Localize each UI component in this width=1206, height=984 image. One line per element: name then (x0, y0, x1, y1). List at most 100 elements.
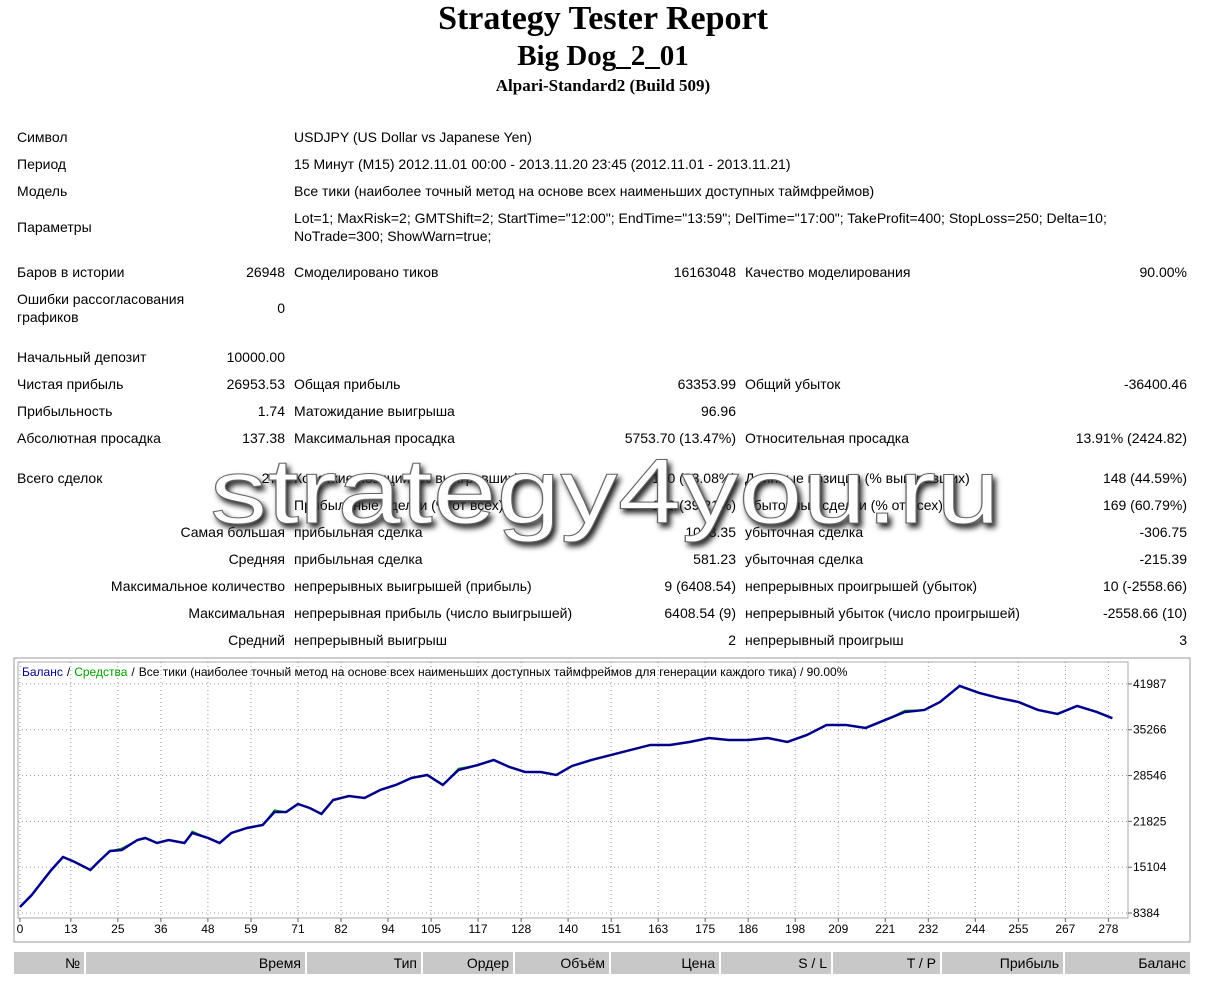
stat-label: Максимальное количество (110, 578, 285, 594)
stat-value: 581.23 (693, 551, 736, 567)
info-value: USDJPY (US Dollar vs Japanese Yen) (294, 129, 532, 145)
y-tick-label: 15104 (1133, 860, 1167, 874)
stat-label: убыточная сделка (745, 524, 864, 540)
x-tick-label: 117 (468, 922, 487, 936)
stat-label: Максимальная просадка (294, 430, 455, 446)
stat-value: 148 (44.59%) (1102, 470, 1187, 486)
stat-label: Ошибки рассогласования графиков (17, 291, 185, 325)
x-tick-label: 278 (1098, 922, 1118, 936)
stat-value: 26948 (246, 264, 285, 280)
stat-label: Средний (228, 632, 285, 648)
x-tick-label: 244 (965, 922, 985, 936)
stat-label: прибыльная сделка (294, 524, 423, 540)
x-tick-label: 186 (738, 922, 758, 936)
x-tick-label: 82 (334, 922, 348, 936)
stat-label: непрерывная прибыль (число выигрышей) (294, 605, 573, 621)
y-tick-label: 28546 (1133, 769, 1167, 783)
x-tick-label: 48 (201, 922, 215, 936)
stat-label: непрерывный проигрыш (745, 632, 904, 648)
x-tick-label: 209 (828, 922, 848, 936)
info-label: Модель (17, 183, 68, 199)
stat-label: Короткие позиции (% выигравших) (294, 470, 520, 486)
stat-label: Прибыльные сделки (% от всех) (294, 497, 504, 513)
column-header: Объём (515, 952, 611, 974)
info-value: Все тики (наиболее точный метод на основ… (294, 183, 875, 199)
stat-value: -306.75 (1139, 524, 1187, 540)
x-tick-label: 267 (1055, 922, 1075, 936)
stat-value: 10000.00 (226, 349, 285, 365)
info-value: 15 Минут (M15) 2012.11.01 00:00 - 2013.1… (294, 156, 791, 172)
report-title: Strategy Tester Report (438, 0, 768, 37)
balance-chart: 8384 15104 21825 28546 35266 41987 0 13 25 36 48 59… (13, 657, 1191, 943)
stat-value: 9 (6408.54) (664, 578, 736, 594)
legend-entry: Средства (74, 665, 127, 679)
x-tick-label: 13 (64, 922, 78, 936)
y-tick-label: 8384 (1133, 906, 1160, 920)
stat-value: 63353.99 (677, 376, 736, 392)
series-line (19, 684, 1113, 908)
stat-label: прибыльная сделка (294, 551, 423, 567)
stat-value: 130 (33.08%) (651, 470, 736, 486)
x-tick-label: 94 (381, 922, 395, 936)
column-header: Цена (611, 952, 721, 974)
y-tick-label: 35266 (1133, 723, 1167, 737)
x-tick-label: 105 (421, 922, 441, 936)
info-value: Lot=1; MaxRisk=2; GMTShift=2; StartTime=… (294, 210, 1107, 244)
info-label: Параметры (17, 219, 92, 235)
x-tick-label: 255 (1008, 922, 1028, 936)
stat-value: 90.00% (1139, 264, 1187, 280)
stat-label: Матожидание выигрыша (294, 403, 455, 419)
x-tick-label: 175 (695, 922, 715, 936)
x-tick-label: 36 (154, 922, 168, 936)
stat-label: Чистая прибыль (17, 376, 124, 392)
info-label: Символ (17, 129, 68, 145)
stat-label: Баров в истории (17, 264, 125, 280)
info-label: Период (17, 156, 67, 172)
legend-separator: / (67, 665, 71, 679)
stat-label: Относительная просадка (745, 430, 909, 446)
stat-value: 1003.35 (685, 524, 736, 540)
stat-label: Самая большая (180, 524, 286, 540)
stat-value: 0 (277, 300, 285, 316)
stat-label: непрерывных выигрышей (прибыль) (294, 578, 532, 594)
stat-label: непрерывный выигрыш (294, 632, 447, 648)
stat-value: -36400.46 (1123, 376, 1187, 392)
stat-label: Убыточные сделки (% от всех) (745, 497, 943, 513)
x-tick-label: 128 (511, 922, 531, 936)
stat-value: 26953.53 (226, 376, 285, 392)
stat-value: 3 (1179, 632, 1187, 648)
y-tick-label: 21825 (1133, 814, 1167, 828)
column-header: S / L (721, 952, 833, 974)
server-info: Alpari-Standard2 (Build 509) (495, 76, 711, 95)
x-tick-label: 140 (558, 922, 578, 936)
column-header: Баланс (1138, 955, 1186, 971)
stat-value: 6408.54 (9) (664, 605, 736, 621)
column-header: Ордер (423, 952, 515, 974)
stat-value: 2 (728, 632, 736, 648)
legend-entry: Баланс (22, 665, 63, 679)
column-header: Тип (307, 952, 423, 974)
x-tick-label: 163 (648, 922, 668, 936)
stat-value: 109 (39.21%) (651, 497, 736, 513)
x-tick-label: 232 (918, 922, 938, 936)
stat-label: Длинные позиции (% выигравших) (745, 470, 970, 486)
stat-value: 137.38 (242, 430, 285, 446)
x-tick-label: 59 (244, 922, 258, 936)
stat-label: непрерывный убыток (число проигрышей) (745, 605, 1020, 621)
stat-value: 16163048 (673, 264, 736, 280)
stat-value: 278 (261, 470, 285, 486)
stat-label: Начальный депозит (17, 349, 147, 365)
stat-label: Максимальная (188, 605, 285, 621)
stat-label: Прибыльность (17, 403, 113, 419)
x-tick-label: 151 (601, 922, 621, 936)
column-header: Время (86, 952, 307, 974)
column-header: T / P (833, 952, 942, 974)
stat-value: -2558.66 (10) (1102, 605, 1187, 621)
plot-area (17, 661, 1129, 919)
stat-value: 5753.70 (13.47%) (624, 430, 736, 446)
x-tick-label: 198 (785, 922, 805, 936)
stat-value: 96.96 (700, 403, 736, 419)
chart-legend: Баланс / Средства / Все тики (наиболее точны… (22, 665, 848, 679)
